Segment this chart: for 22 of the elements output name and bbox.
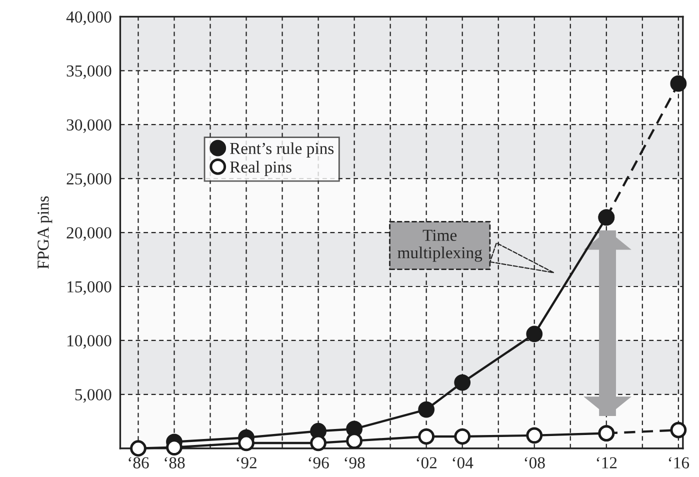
annotation: Time multiplexing: [398, 230, 482, 262]
y-tick-label: 25,000: [66, 173, 112, 187]
x-tick-label: ‘98: [344, 457, 365, 468]
x-tick-label: ‘16: [668, 457, 690, 468]
x-tick-label: ‘04: [452, 457, 474, 468]
x-tick-label: ‘96: [308, 457, 329, 468]
y-tick-label: 10,000: [68, 335, 112, 349]
x-tick-label: ‘08: [524, 457, 545, 468]
x-tick-label: ‘88: [164, 457, 185, 468]
legend-label: Real pins: [230, 160, 292, 176]
y-tick-label: 5,000: [75, 389, 112, 403]
y-tick-label: 30,000: [66, 119, 112, 133]
y-tick-label: 20,000: [66, 227, 112, 241]
x-tick-label: ‘12: [596, 457, 617, 468]
legend-label: Rent’s rule pins: [230, 142, 334, 158]
x-tick-label: ‘86: [128, 457, 149, 468]
y-tick-label: 15,000: [68, 281, 112, 295]
y-tick-label: 35,000: [66, 65, 112, 79]
x-tick-label: ‘02: [416, 457, 437, 468]
x-tick-label: ‘92: [236, 457, 256, 468]
y-axis-title: FPGA pins: [38, 196, 52, 269]
y-tick-label: 40,000: [66, 11, 112, 26]
